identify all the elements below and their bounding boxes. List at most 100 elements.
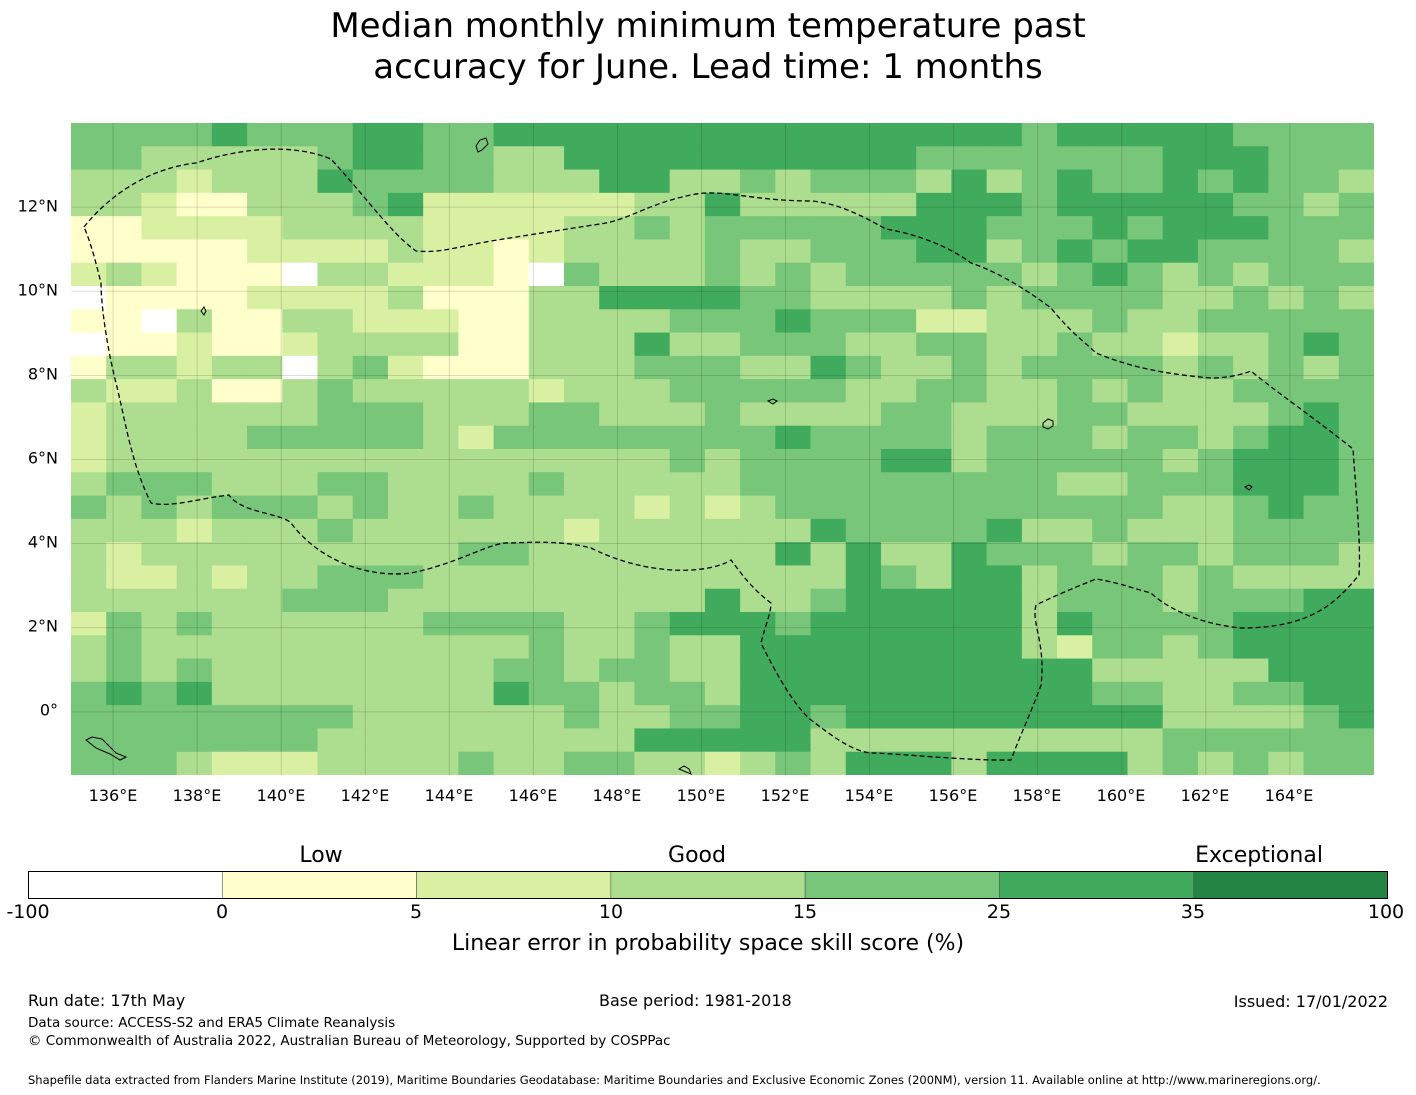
map-cell: [634, 681, 671, 706]
map-cell: [317, 355, 354, 380]
map-cell: [1162, 612, 1199, 636]
map-cell: [1338, 309, 1374, 334]
map-cell: [211, 542, 248, 567]
map-cell: [71, 146, 107, 171]
map-cell: [951, 192, 988, 217]
x-tick: 154°E: [844, 786, 894, 805]
map-cell: [176, 239, 213, 264]
map-cell: [387, 379, 424, 404]
map-cell: [1162, 449, 1199, 473]
map-cell: [493, 146, 530, 171]
map-cell: [211, 705, 248, 730]
map-cell: [704, 192, 741, 217]
x-tick: 146°E: [508, 786, 558, 805]
map-cell: [1268, 751, 1305, 775]
map-cell: [1092, 239, 1129, 264]
map-cell: [1092, 751, 1129, 775]
colorbar-tick: 15: [792, 901, 818, 923]
map-cell: [916, 751, 953, 775]
map-cell: [845, 705, 882, 730]
map-cell: [1233, 192, 1269, 217]
map-cell: [845, 332, 882, 357]
map-cell: [810, 658, 847, 683]
map-cell: [176, 332, 213, 357]
map-cell: [317, 449, 354, 473]
map-cell: [704, 379, 741, 404]
map-cell: [845, 239, 882, 264]
map-cell: [1338, 379, 1374, 404]
y-tick: 8°N: [27, 364, 58, 384]
map-cell: [1268, 495, 1305, 520]
map-cell: [986, 286, 1023, 310]
map-cell: [1057, 751, 1093, 775]
map-cell: [880, 169, 917, 194]
map-cell: [423, 123, 459, 147]
map-cell: [951, 355, 988, 380]
map-cell: [1303, 542, 1340, 567]
map-cell: [352, 355, 389, 380]
map-gridlines: [71, 123, 1374, 775]
map-cell: [810, 425, 847, 450]
map-cell: [141, 542, 178, 567]
map-cell: [176, 123, 213, 147]
map-cell: [916, 472, 953, 497]
map-cell: [106, 635, 143, 660]
map-cell: [634, 751, 671, 775]
map-cell: [564, 123, 600, 147]
map-cell: [1021, 728, 1058, 753]
map-cell: [634, 612, 671, 636]
map-cell: [458, 449, 495, 473]
map-cell: [317, 216, 354, 241]
map-cell: [1127, 495, 1164, 520]
x-tick: 148°E: [592, 786, 642, 805]
map-cell: [634, 379, 671, 404]
map-cell: [247, 495, 283, 520]
map-cell: [1233, 565, 1269, 590]
map-cell: [986, 681, 1023, 706]
map-cell: [247, 681, 283, 706]
map-cell: [740, 565, 776, 590]
map-cell: [1338, 588, 1374, 613]
map-cell: [1268, 728, 1305, 753]
map-cell: [1303, 705, 1340, 730]
map-cell: [317, 286, 354, 310]
map-cell: [986, 146, 1023, 171]
map-cell: [1127, 728, 1164, 753]
map-cell: [740, 379, 776, 404]
map-cell: [986, 262, 1023, 287]
map-cell: [916, 239, 953, 264]
map-cell: [1303, 169, 1340, 194]
map-cell: [1268, 239, 1305, 264]
map-cell: [1303, 681, 1340, 706]
map-cell: [810, 192, 847, 217]
map-cell: [704, 216, 741, 241]
map-cell: [458, 239, 495, 264]
map-cell: [1057, 146, 1093, 171]
map-cell: [1268, 309, 1305, 334]
map-cell: [564, 588, 600, 613]
map-cell: [458, 751, 495, 775]
copyright: © Commonwealth of Australia 2022, Austra…: [28, 1033, 671, 1049]
map-cell: [634, 355, 671, 380]
map-cell: [176, 472, 213, 497]
map-cell: [916, 379, 953, 404]
map-cell: [106, 355, 143, 380]
map-cell: [1127, 309, 1164, 334]
map-cell: [1162, 286, 1199, 310]
map-cell: [1197, 449, 1234, 473]
map-cell: [1021, 449, 1058, 473]
map-cell: [423, 146, 459, 171]
map-cell: [1092, 425, 1129, 450]
map-cell: [951, 728, 988, 753]
map-cell: [634, 635, 671, 660]
map-cell: [845, 751, 882, 775]
map-cell: [740, 635, 776, 660]
map-cell: [387, 192, 424, 217]
map-cell: [704, 565, 741, 590]
island-koror: [200, 306, 207, 316]
map-cell: [1057, 286, 1093, 310]
map-cell: [1092, 588, 1129, 613]
map-cell: [106, 146, 143, 171]
map-cell: [951, 262, 988, 287]
map-cell: [634, 169, 671, 194]
